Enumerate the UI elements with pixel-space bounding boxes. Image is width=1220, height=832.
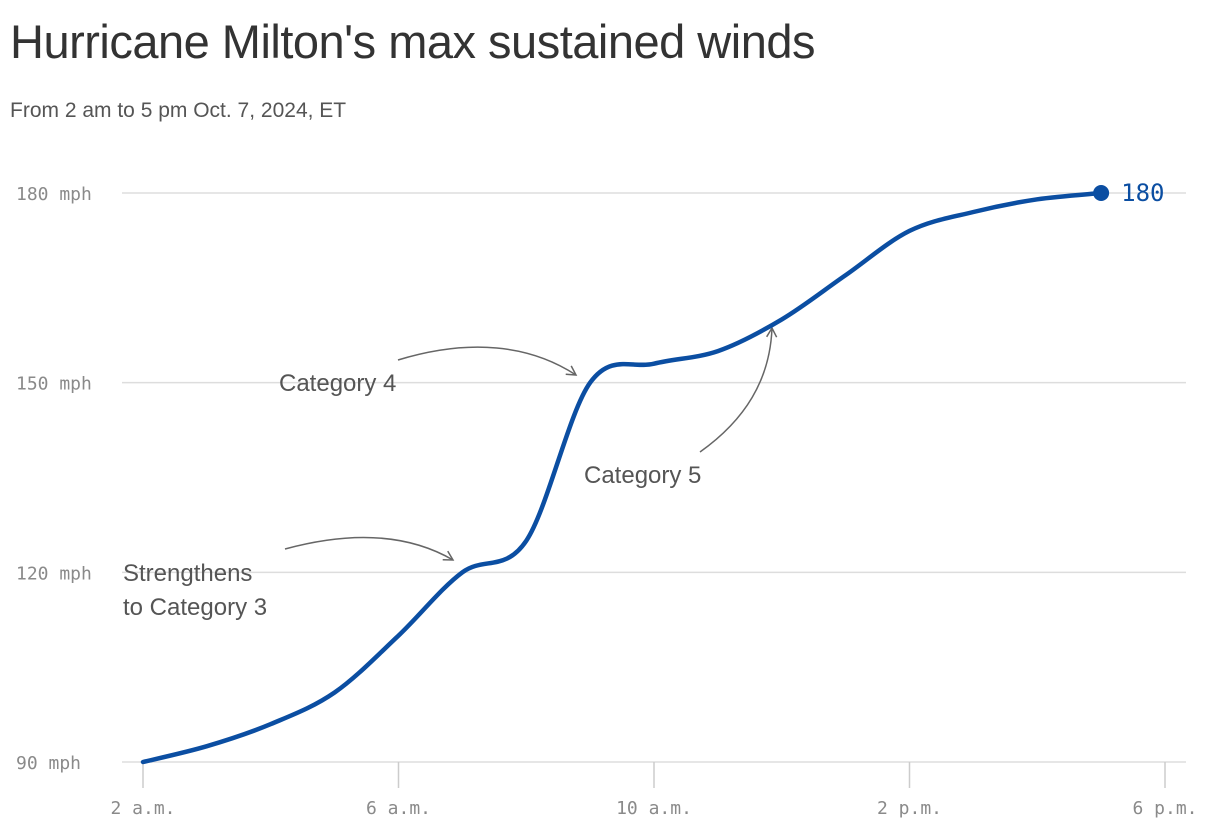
chart-subtitle: From 2 am to 5 pm Oct. 7, 2024, ET [10,99,347,122]
end-value-label: 180 [1121,179,1164,207]
y-tick-label: 150 mph [16,374,92,395]
x-tick-label: 6 p.m. [1132,798,1197,819]
annotation-arrow-category-4 [397,346,578,376]
annotation-category-3-line2: to Category 3 [123,594,267,621]
annotation-category-5: Category 5 [584,462,701,489]
chart-title: Hurricane Milton's max sustained winds [10,15,815,68]
x-tick-label: 2 a.m. [110,798,175,819]
annotation-arrow-category-3 [284,536,455,561]
y-tick-label: 120 mph [16,563,92,584]
end-point-marker [1093,185,1110,201]
annotation-category-3-line1: Strengthens [123,560,252,587]
wind-speed-line [140,190,1104,765]
annotation-category-4: Category 4 [279,370,396,397]
x-tick-label: 10 a.m. [616,798,692,819]
x-tick-label: 6 a.m. [366,798,431,819]
y-tick-label: 90 mph [16,753,81,774]
annotation-arrow-category-5 [699,326,778,453]
y-tick-label: 180 mph [16,184,92,205]
x-tick-label: 2 p.m. [877,798,942,819]
